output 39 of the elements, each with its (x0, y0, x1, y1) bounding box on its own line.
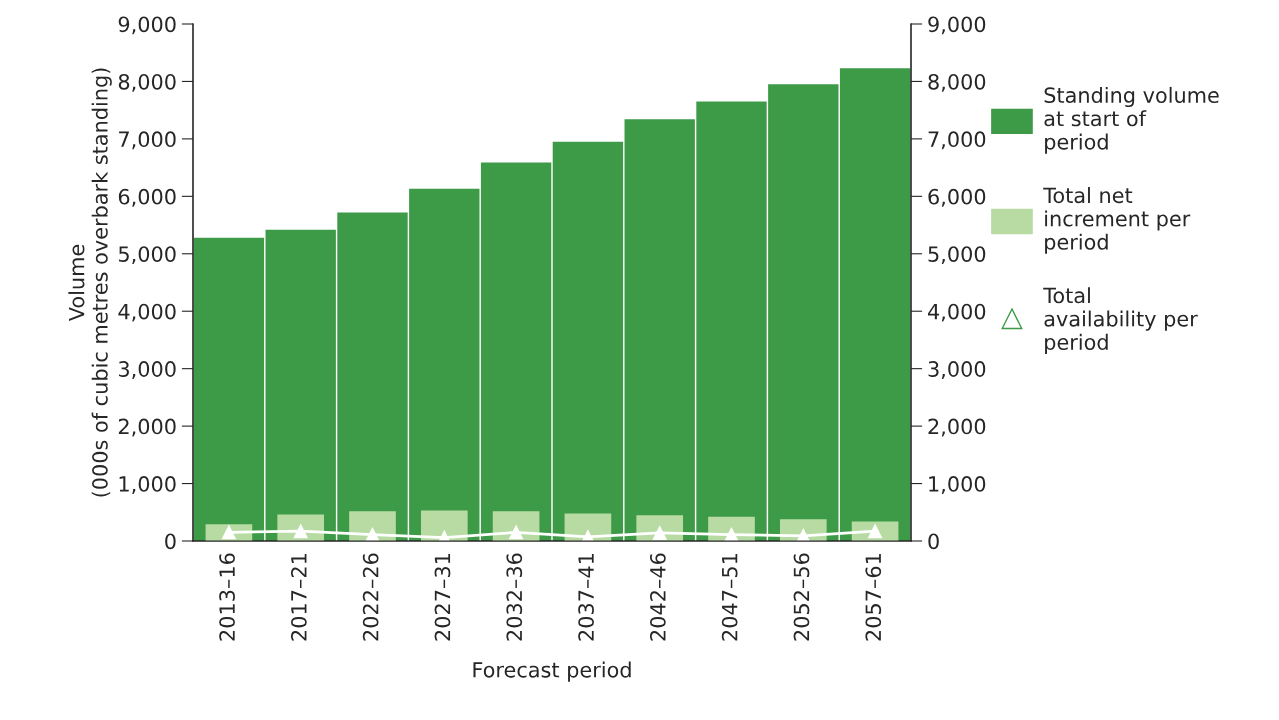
y-tick-label: 2,000 (118, 418, 176, 437)
y-tick-label: 0 (165, 533, 176, 550)
y-axis-title: Volume (000s of cubic metres overbark standing) (68, 68, 112, 497)
y2-tick-label: 0 (928, 533, 939, 550)
x-tick-label: 2047–51 (721, 554, 738, 641)
y2-tick-label: 1,000 (929, 476, 986, 494)
bar (839, 68, 911, 541)
y-tick-label: 3,000 (118, 361, 176, 379)
y2-tick-label: 4,000 (927, 303, 986, 322)
y-tick-label: 7,000 (119, 131, 176, 150)
bar (552, 141, 624, 541)
y2-tick-label: 3,000 (928, 361, 986, 379)
x-tick-label: 2022–26 (362, 553, 379, 641)
y2-tick-label: 2,000 (928, 418, 986, 437)
x-tick-label: 2037–41 (578, 554, 594, 641)
y-tick-label: 8,000 (118, 73, 176, 92)
y-tick-label: 6,000 (118, 188, 176, 207)
x-tick-label: 2032–36 (506, 553, 523, 641)
bar (480, 162, 552, 541)
y2-tick-label: 8,000 (928, 73, 986, 92)
x-tick-label: 2027–31 (434, 554, 451, 641)
x-tick-label: 2013–16 (219, 553, 235, 641)
x-tick-label: 2057–61 (865, 554, 882, 641)
x-tick-label: 2017–21 (290, 554, 307, 641)
y2-tick-label: 9,000 (928, 16, 986, 35)
y-tick-label: 9,000 (118, 16, 176, 35)
legend-label: Total availability per period (1043, 287, 1198, 355)
x-tick-label: 2052–56 (793, 553, 810, 641)
y-tick-label: 4,000 (118, 303, 176, 322)
bar (193, 237, 265, 541)
y-tick-label: 5,000 (118, 246, 176, 265)
legend-label: Standing volume at start of period (1044, 86, 1219, 154)
legend-label: Total net increment per period (1043, 187, 1191, 254)
y2-tick-label: 5,000 (928, 246, 986, 265)
x-tick-label: 2042–46 (649, 553, 666, 641)
x-axis-title: Forecast period (473, 661, 631, 682)
y-tick-label: 1,000 (119, 476, 176, 494)
y2-tick-label: 6,000 (928, 188, 986, 207)
y2-tick-label: 7,000 (928, 131, 986, 150)
